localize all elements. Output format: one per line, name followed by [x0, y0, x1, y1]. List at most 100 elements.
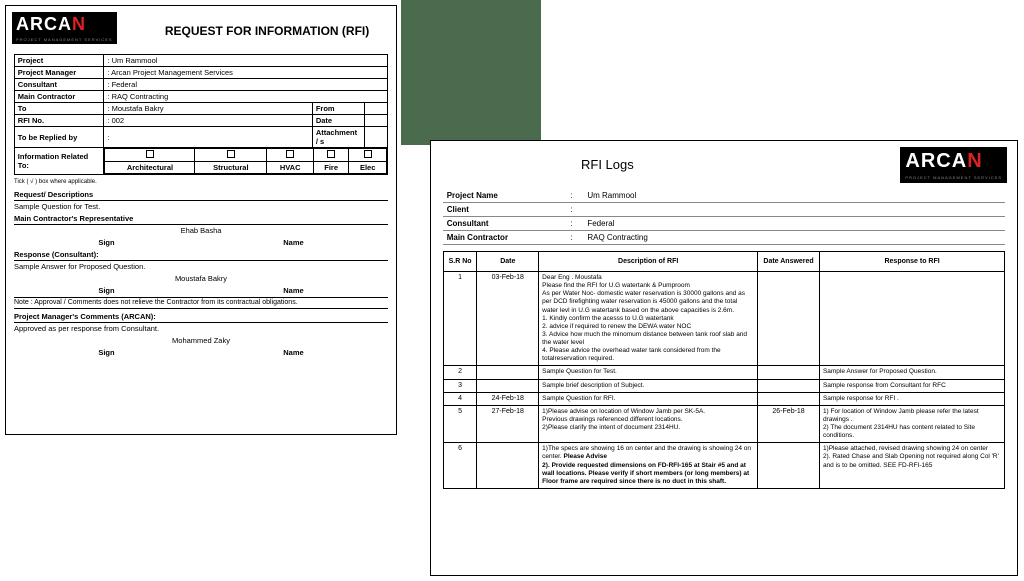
cell-sr: 6 [443, 443, 477, 489]
rfino-label: RFI No. [14, 115, 104, 127]
cell-desc: Sample brief description of Subject. [539, 379, 758, 392]
name-label-3: Name [283, 348, 303, 357]
meta-project-name-key: Project Name [443, 189, 567, 203]
checkbox-hvac[interactable] [286, 150, 294, 158]
request-desc-label: Request/ Descriptions [14, 190, 388, 201]
mc-value: : RAQ Contracting [104, 91, 388, 103]
mc-label: Main Contractor [14, 91, 104, 103]
struct-label: Structural [195, 162, 267, 174]
sign-label-3: Sign [98, 348, 114, 357]
background-block [401, 0, 541, 145]
meta-project-name-val: Um Rammool [583, 189, 1005, 203]
consultant-label: Consultant [14, 79, 104, 91]
logo-subtitle: PROJECT MANAGEMENT SERVICES [16, 38, 113, 43]
cell-resp: Sample response from Consultant for RFC [819, 379, 1004, 392]
pm-comments-label: Project Manager's Comments (ARCAN): [14, 312, 388, 323]
arcan-logo-right: ARCAN PROJECT MANAGEMENT SERVICES [900, 147, 1007, 183]
cell-desc: Sample Question for RFI. [539, 392, 758, 405]
meta-consultant-key: Consultant [443, 217, 567, 231]
table-header-row: S.R No Date Description of RFI Date Answ… [443, 252, 1005, 272]
col-answered: Date Answered [758, 252, 820, 272]
sign-label-2: Sign [98, 286, 114, 295]
mc-rep-name: Ehab Basha [14, 226, 388, 235]
response-text: Sample Answer for Proposed Question. [14, 262, 388, 271]
checkbox-struct[interactable] [227, 150, 235, 158]
name-label-1: Name [283, 238, 303, 247]
pm-label: Project Manager [14, 67, 104, 79]
cell-ans [758, 392, 820, 405]
contractual-note: Note : Approval / Comments does not reli… [14, 297, 388, 309]
table-row: 4 24-Feb-18 Sample Question for RFI. Sam… [443, 392, 1005, 405]
rfi-logs-meta-table: Project Name : Um Rammool Client : Consu… [443, 189, 1006, 245]
cell-date [477, 366, 539, 379]
rfi-header-table: Project : Um Rammool Project Manager : A… [14, 54, 388, 175]
cell-date: 03-Feb-18 [477, 272, 539, 366]
arcan-logo-left: ARCAN PROJECT MANAGEMENT SERVICES [12, 12, 117, 44]
cell-ans: 26-Feb-18 [758, 405, 820, 443]
table-row: 6 1)The specs are showing 16 on center a… [443, 443, 1005, 489]
checkbox-elec[interactable] [364, 150, 372, 158]
pm-value: : Arcan Project Management Services [104, 67, 388, 79]
cell-resp: Sample Answer for Proposed Question. [819, 366, 1004, 379]
cell-date [477, 443, 539, 489]
col-desc: Description of RFI [539, 252, 758, 272]
meta-client-key: Client [443, 203, 567, 217]
from-label: From [312, 103, 364, 115]
rfi-form-title: REQUEST FOR INFORMATION (RFI) [165, 24, 369, 38]
to-label: To [14, 103, 104, 115]
cell-sr: 3 [443, 379, 477, 392]
date-value [365, 115, 388, 127]
cell-desc: 1)The specs are showing 16 on center and… [539, 443, 758, 489]
logo-subtitle-right: PROJECT MANAGEMENT SERVICES [905, 175, 1002, 180]
from-value [365, 103, 388, 115]
tick-note: Tick ( √ ) box where applicable. [14, 179, 388, 186]
cell-resp: 1) For location of Window Jamb please re… [819, 405, 1004, 443]
col-date: Date [477, 252, 539, 272]
consultant-value: : Federal [104, 79, 388, 91]
project-value: : Um Rammool [104, 55, 388, 67]
attach-label: Attachment / s [312, 127, 364, 148]
sign-label-1: Sign [98, 238, 114, 247]
cell-date: 27-Feb-18 [477, 405, 539, 443]
rfi-form-document: ARCAN PROJECT MANAGEMENT SERVICES REQUES… [5, 5, 397, 435]
cell-ans [758, 366, 820, 379]
cell-desc: Sample Question for Test. [539, 366, 758, 379]
meta-client-val [583, 203, 1005, 217]
table-row: 1 03-Feb-18 Dear Eng . Moustafa Please f… [443, 272, 1005, 366]
project-label: Project [14, 55, 104, 67]
cell-date: 24-Feb-18 [477, 392, 539, 405]
arch-label: Architectural [105, 162, 195, 174]
cell-ans [758, 443, 820, 489]
checkbox-arch[interactable] [146, 150, 154, 158]
cell-sr: 4 [443, 392, 477, 405]
rfi-logs-document: RFI Logs ARCAN PROJECT MANAGEMENT SERVIC… [430, 140, 1018, 576]
cell-resp: 1)Please attached, revised drawing showi… [819, 443, 1004, 489]
meta-main-contractor-key: Main Contractor [443, 231, 567, 245]
col-sr: S.R No [443, 252, 477, 272]
replied-value: : [104, 127, 312, 148]
request-desc-text: Sample Question for Test. [14, 202, 388, 211]
cell-ans [758, 379, 820, 392]
cell-desc: 1)Please advise on location of Window Ja… [539, 405, 758, 443]
cell-sr: 5 [443, 405, 477, 443]
response-name: Moustafa Bakry [14, 274, 388, 283]
meta-main-contractor-val: RAQ Contracting [583, 231, 1005, 245]
rfi-log-table: S.R No Date Description of RFI Date Answ… [443, 251, 1006, 489]
cell-ans [758, 272, 820, 366]
cell-date [477, 379, 539, 392]
meta-consultant-val: Federal [583, 217, 1005, 231]
table-row: 5 27-Feb-18 1)Please advise on location … [443, 405, 1005, 443]
rfi-logs-title: RFI Logs [581, 157, 634, 172]
rfino-value: : 002 [104, 115, 312, 127]
fire-label: Fire [314, 162, 349, 174]
info-related-label: Information Related To: [14, 148, 104, 175]
name-label-2: Name [283, 286, 303, 295]
checkbox-fire[interactable] [327, 150, 335, 158]
cell-sr: 2 [443, 366, 477, 379]
hvac-label: HVAC [267, 162, 314, 174]
cell-resp [819, 272, 1004, 366]
date-label: Date [312, 115, 364, 127]
cell-desc: Dear Eng . Moustafa Please find the RFI … [539, 272, 758, 366]
attach-value [365, 127, 388, 148]
col-response: Response to RFI [819, 252, 1004, 272]
